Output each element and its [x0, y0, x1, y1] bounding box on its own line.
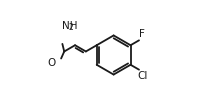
Text: 2: 2	[68, 23, 73, 32]
Text: O: O	[47, 58, 55, 68]
Text: NH: NH	[62, 21, 78, 31]
Text: Cl: Cl	[137, 71, 147, 81]
Text: F: F	[139, 29, 145, 39]
